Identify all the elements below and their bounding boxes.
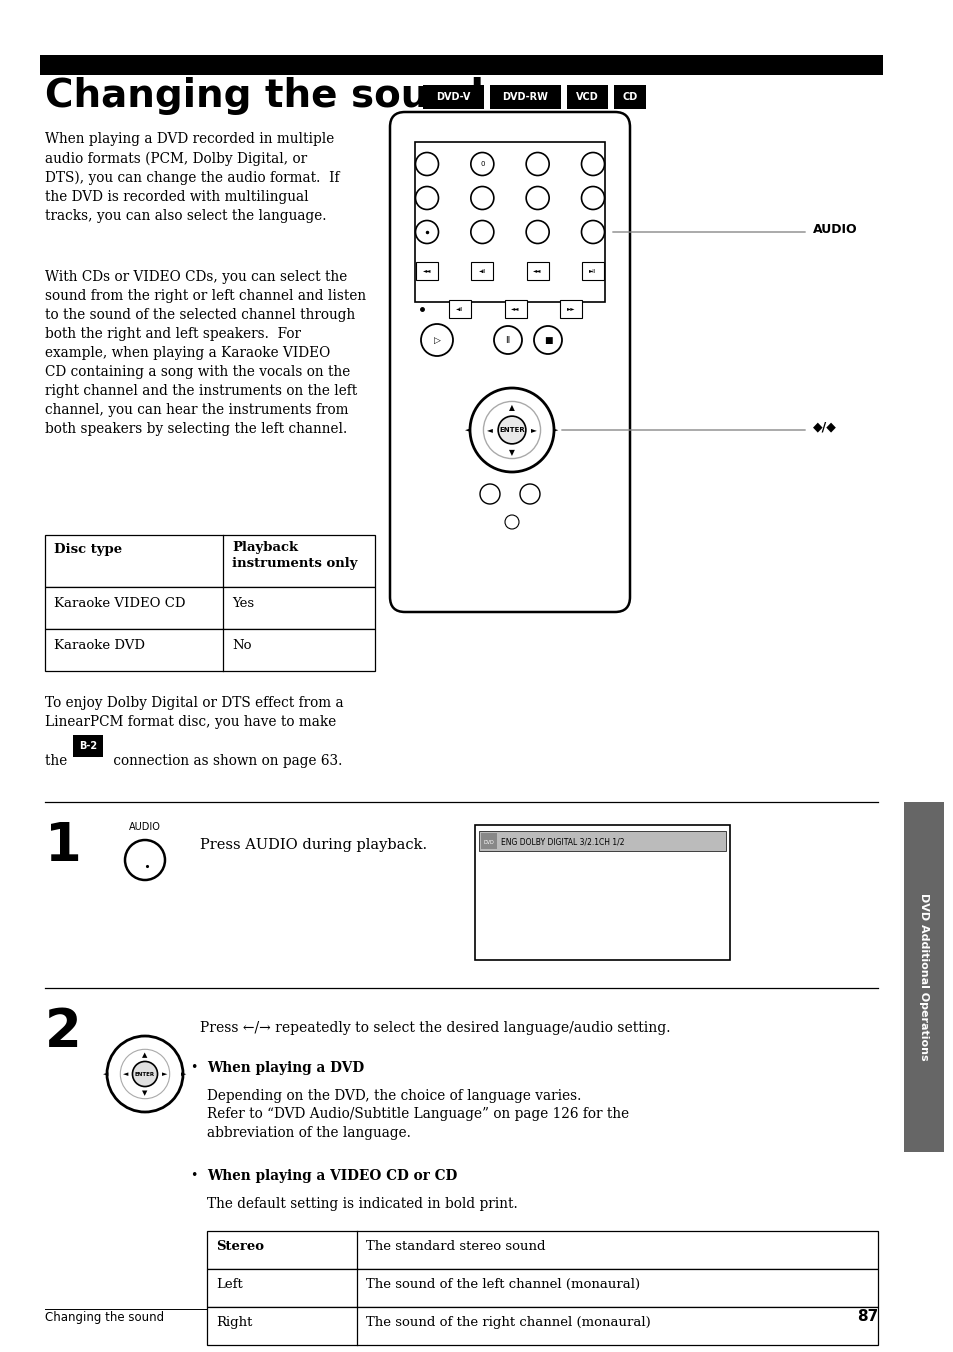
Text: 1: 1 xyxy=(45,821,82,872)
Text: Yes: Yes xyxy=(232,598,253,610)
Text: Left: Left xyxy=(215,1278,242,1291)
Text: ▲: ▲ xyxy=(509,403,515,412)
Bar xyxy=(415,142,604,301)
Text: ►: ► xyxy=(161,1071,167,1078)
Bar xyxy=(559,300,581,318)
Text: ◆/◆: ◆/◆ xyxy=(812,420,836,434)
Text: ■: ■ xyxy=(543,335,552,345)
Bar xyxy=(207,1232,877,1270)
Bar xyxy=(526,262,548,280)
Text: DVD-V: DVD-V xyxy=(436,92,470,101)
Text: ◄◄: ◄◄ xyxy=(533,269,541,273)
Text: When playing a VIDEO CD or CD: When playing a VIDEO CD or CD xyxy=(207,1169,456,1183)
Text: 0: 0 xyxy=(479,161,484,168)
Circle shape xyxy=(471,153,494,176)
Text: To enjoy Dolby Digital or DTS effect from a
LinearPCM format disc, you have to m: To enjoy Dolby Digital or DTS effect fro… xyxy=(45,696,343,729)
Bar xyxy=(73,735,103,757)
Bar xyxy=(471,262,493,280)
Bar xyxy=(475,825,729,960)
Text: ◄◄: ◄◄ xyxy=(511,307,519,311)
Text: ENTER: ENTER xyxy=(134,1072,155,1076)
Text: When playing a DVD: When playing a DVD xyxy=(207,1061,364,1075)
Text: ▼: ▼ xyxy=(142,1090,148,1096)
Text: Depending on the DVD, the choice of language varies.
Refer to “DVD Audio/Subtitl: Depending on the DVD, the choice of lang… xyxy=(207,1088,628,1140)
Text: Right: Right xyxy=(215,1315,253,1329)
Bar xyxy=(903,802,943,1152)
Text: Changing the sound: Changing the sound xyxy=(45,1311,164,1324)
Text: ▲: ▲ xyxy=(142,1052,148,1057)
Text: CD: CD xyxy=(621,92,637,101)
Text: The sound of the right channel (monaural): The sound of the right channel (monaural… xyxy=(366,1315,650,1329)
Bar xyxy=(422,85,483,110)
Text: ENG DOLBY DIGITAL 3/2.1CH 1/2: ENG DOLBY DIGITAL 3/2.1CH 1/2 xyxy=(500,837,624,846)
Text: ▷: ▷ xyxy=(433,335,440,345)
Text: The sound of the left channel (monaural): The sound of the left channel (monaural) xyxy=(366,1278,639,1291)
Text: •: • xyxy=(190,1061,197,1073)
Text: ►II: ►II xyxy=(589,269,597,273)
Text: ►: ► xyxy=(553,427,558,433)
Text: The standard stereo sound: The standard stereo sound xyxy=(366,1240,545,1253)
Text: When playing a DVD recorded in multiple
audio formats (PCM, Dolby Digital, or
DT: When playing a DVD recorded in multiple … xyxy=(45,132,339,223)
Text: VCD: VCD xyxy=(576,92,598,101)
Bar xyxy=(207,1307,877,1345)
Text: Disc type: Disc type xyxy=(54,544,122,556)
Text: ◄II: ◄II xyxy=(456,307,463,311)
Text: Press AUDIO during playback.: Press AUDIO during playback. xyxy=(200,838,427,852)
Bar xyxy=(40,55,882,74)
Text: ◄◄: ◄◄ xyxy=(422,269,431,273)
Text: Stereo: Stereo xyxy=(215,1240,264,1253)
Bar xyxy=(490,85,560,110)
Text: DVD: DVD xyxy=(483,840,494,845)
Text: connection as shown on page 63.: connection as shown on page 63. xyxy=(109,754,342,768)
Text: AUDIO: AUDIO xyxy=(129,822,161,831)
Text: No: No xyxy=(232,639,252,652)
Text: Karaoke DVD: Karaoke DVD xyxy=(54,639,145,652)
Bar xyxy=(566,85,608,110)
Circle shape xyxy=(497,416,525,443)
Text: AUDIO: AUDIO xyxy=(812,223,857,235)
Text: II: II xyxy=(505,335,510,345)
Text: ◄: ◄ xyxy=(465,427,470,433)
Text: 87: 87 xyxy=(856,1309,877,1324)
Text: ◄II: ◄II xyxy=(478,269,486,273)
Circle shape xyxy=(132,1061,157,1087)
Bar xyxy=(45,535,375,587)
Text: ▼: ▼ xyxy=(509,448,515,457)
Text: ENTER: ENTER xyxy=(498,427,524,433)
Text: the: the xyxy=(45,754,71,768)
Text: ◄: ◄ xyxy=(103,1071,109,1078)
Text: Playback
instruments only: Playback instruments only xyxy=(232,541,357,571)
Text: ◄: ◄ xyxy=(486,426,492,434)
Text: With CDs or VIDEO CDs, you can select the
sound from the right or left channel a: With CDs or VIDEO CDs, you can select th… xyxy=(45,270,366,435)
Text: 2: 2 xyxy=(45,1006,82,1059)
Bar xyxy=(478,831,725,850)
Text: Press ←/→ repeatedly to select the desired language/audio setting.: Press ←/→ repeatedly to select the desir… xyxy=(200,1021,670,1036)
Bar xyxy=(504,300,526,318)
Text: Changing the sound: Changing the sound xyxy=(45,77,483,115)
Bar xyxy=(480,833,497,849)
Bar xyxy=(45,587,375,629)
Text: The default setting is indicated in bold print.: The default setting is indicated in bold… xyxy=(207,1197,517,1211)
Bar xyxy=(45,629,375,671)
Bar xyxy=(207,1270,877,1307)
Bar xyxy=(416,262,437,280)
Text: ►: ► xyxy=(531,426,537,434)
Text: ◄: ◄ xyxy=(123,1071,129,1078)
Text: DVD Additional Operations: DVD Additional Operations xyxy=(918,894,928,1061)
Text: B-2: B-2 xyxy=(79,741,97,750)
Text: DVD-RW: DVD-RW xyxy=(502,92,548,101)
Text: ►►: ►► xyxy=(566,307,575,311)
Text: Karaoke VIDEO CD: Karaoke VIDEO CD xyxy=(54,598,185,610)
Text: •: • xyxy=(190,1169,197,1182)
Bar xyxy=(449,300,471,318)
Bar xyxy=(614,85,645,110)
FancyBboxPatch shape xyxy=(390,112,629,612)
Text: ►: ► xyxy=(181,1071,187,1078)
Bar xyxy=(581,262,603,280)
